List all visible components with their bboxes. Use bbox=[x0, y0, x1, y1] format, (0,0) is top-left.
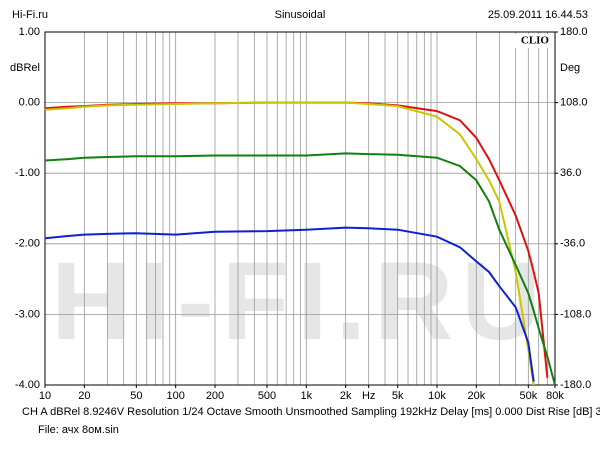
x-tick-label: 500 bbox=[258, 390, 276, 402]
x-tick-label: 200 bbox=[206, 390, 224, 402]
x-tick-label: 80k bbox=[546, 390, 564, 402]
header-left: Hi-Fi.ru bbox=[12, 9, 48, 21]
y-axis-label: dBRel bbox=[10, 62, 40, 74]
x-tick-label: 50k bbox=[519, 390, 537, 402]
x-tick-label: 5k bbox=[392, 390, 404, 402]
x-tick-label: 50 bbox=[130, 390, 142, 402]
y-tick-label: -2.00 bbox=[15, 238, 40, 250]
brand: CLIO bbox=[521, 35, 550, 47]
y2-tick-label: 36.0 bbox=[560, 167, 581, 179]
y2-tick-label: 180.0 bbox=[560, 26, 588, 38]
series-line bbox=[44, 101, 535, 386]
y2-axis-label: Deg bbox=[560, 62, 580, 74]
y-tick-label: 0.00 bbox=[19, 97, 40, 109]
plot-frame bbox=[44, 31, 556, 386]
series-line bbox=[44, 226, 535, 382]
y2-tick-label: -108.0 bbox=[560, 308, 591, 320]
watermark: HI-FI.RU bbox=[51, 240, 549, 363]
x-tick-label: 100 bbox=[166, 390, 184, 402]
y-tick-label: -3.00 bbox=[15, 308, 40, 320]
header-center: Sinusoidal bbox=[275, 9, 326, 21]
y2-tick-label: 108.0 bbox=[560, 97, 588, 109]
x-tick-label: Hz bbox=[362, 390, 375, 402]
x-tick-label: 1k bbox=[301, 390, 313, 402]
y2-tick-label: -180.0 bbox=[560, 379, 591, 391]
x-tick-label: 20k bbox=[467, 390, 485, 402]
footer-file: File: ачх 8ом.sin bbox=[38, 424, 119, 436]
y-tick-label: 1.00 bbox=[19, 26, 40, 38]
y-tick-label: -1.00 bbox=[15, 167, 40, 179]
x-tick-label: 10k bbox=[428, 390, 446, 402]
series-line bbox=[44, 152, 556, 386]
x-tick-label: 20 bbox=[78, 390, 90, 402]
x-tick-label: 10 bbox=[39, 390, 51, 402]
brand-box bbox=[515, 34, 553, 48]
y2-tick-label: -36.0 bbox=[560, 238, 585, 250]
y-tick-label: -4.00 bbox=[15, 379, 40, 391]
x-tick-label: 2k bbox=[340, 390, 352, 402]
header-right: 25.09.2011 16.44.53 bbox=[488, 9, 588, 21]
footer-settings: CH A dBRel 8.9246V Resolution 1/24 Octav… bbox=[22, 406, 600, 418]
